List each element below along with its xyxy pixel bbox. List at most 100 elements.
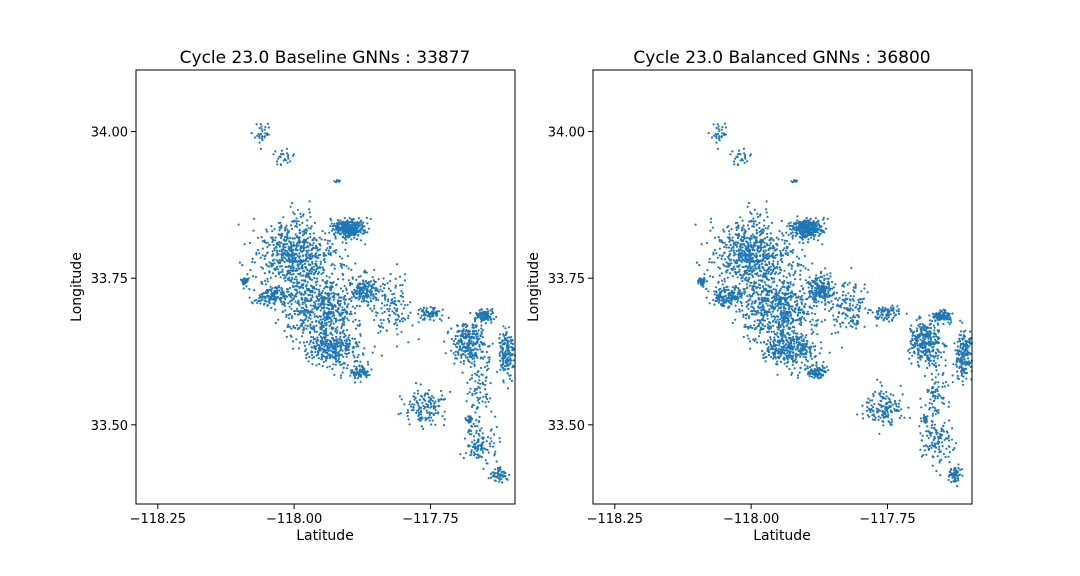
scatter-point bbox=[333, 346, 336, 349]
scatter-point bbox=[328, 276, 331, 279]
scatter-point bbox=[422, 306, 426, 309]
scatter-point bbox=[500, 347, 503, 350]
scatter-point bbox=[484, 388, 487, 391]
scatter-point bbox=[354, 230, 357, 233]
scatter-point bbox=[471, 441, 474, 444]
scatter-point bbox=[359, 231, 362, 234]
scatter-point bbox=[408, 403, 411, 406]
scatter-point bbox=[434, 412, 437, 415]
scatter-point bbox=[703, 273, 706, 276]
scatter-point bbox=[308, 263, 311, 266]
scatter-point bbox=[327, 349, 330, 352]
scatter-point bbox=[785, 324, 788, 327]
scatter-point bbox=[734, 273, 738, 276]
scatter-point bbox=[256, 236, 260, 239]
scatter-point bbox=[264, 132, 267, 135]
scatter-point bbox=[274, 150, 277, 153]
scatter-point bbox=[772, 260, 775, 263]
scatter-point bbox=[329, 225, 332, 228]
scatter-point bbox=[456, 350, 459, 353]
scatter-point bbox=[737, 241, 740, 244]
scatter-point bbox=[291, 259, 294, 262]
scatter-point bbox=[292, 266, 295, 269]
scatter-point bbox=[755, 341, 759, 344]
scatter-point bbox=[368, 281, 371, 284]
scatter-point bbox=[485, 369, 489, 372]
scatter-point bbox=[333, 228, 336, 231]
scatter-point bbox=[396, 263, 399, 266]
scatter-point bbox=[339, 376, 342, 379]
scatter-point bbox=[290, 269, 293, 272]
scatter-point bbox=[717, 236, 720, 239]
scatter-point bbox=[460, 354, 463, 357]
scatter-point bbox=[326, 315, 329, 318]
scatter-point bbox=[348, 228, 352, 231]
scatter-point bbox=[322, 329, 325, 332]
scatter-point bbox=[304, 350, 307, 353]
scatter-point bbox=[312, 341, 315, 344]
scatter-point bbox=[703, 276, 706, 279]
scatter-point bbox=[275, 254, 278, 257]
scatter-point bbox=[476, 316, 479, 319]
scatter-point bbox=[343, 284, 346, 288]
scatter-point bbox=[279, 276, 282, 279]
scatter-point bbox=[326, 366, 329, 369]
scatter-point bbox=[264, 126, 267, 129]
scatter-point bbox=[343, 339, 346, 342]
scatter-point bbox=[315, 324, 318, 327]
scatter-point bbox=[472, 422, 475, 426]
scatter-point bbox=[806, 234, 809, 238]
scatter-point bbox=[283, 260, 286, 264]
scatter-point bbox=[342, 311, 345, 314]
scatter-point bbox=[802, 230, 805, 233]
scatter-point bbox=[289, 241, 292, 244]
scatter-point bbox=[357, 234, 360, 237]
scatter-point bbox=[353, 289, 356, 292]
scatter-point bbox=[331, 367, 334, 371]
scatter-point bbox=[313, 344, 316, 348]
scatter-point bbox=[771, 262, 774, 265]
scatter-point bbox=[266, 280, 269, 283]
scatter-point bbox=[280, 241, 283, 244]
scatter-point bbox=[726, 276, 729, 279]
scatter-point bbox=[267, 133, 270, 136]
scatter-point bbox=[276, 286, 279, 289]
scatter-point bbox=[512, 359, 515, 362]
scatter-point bbox=[715, 141, 718, 144]
scatter-point bbox=[318, 320, 321, 323]
scatter-point bbox=[484, 376, 487, 379]
scatter-point bbox=[769, 268, 773, 271]
scatter-point bbox=[333, 342, 336, 345]
scatter-point bbox=[357, 222, 360, 225]
scatter-point bbox=[469, 454, 472, 457]
scatter-point bbox=[347, 221, 350, 225]
scatter-point bbox=[481, 329, 484, 332]
scatter-point bbox=[297, 260, 300, 263]
scatter-point bbox=[242, 287, 245, 290]
scatter-point bbox=[366, 296, 369, 299]
scatter-point bbox=[381, 290, 384, 293]
scatter-point bbox=[261, 267, 265, 270]
scatter-point bbox=[331, 242, 334, 246]
scatter-point bbox=[358, 369, 361, 372]
scatter-point bbox=[713, 293, 716, 296]
scatter-point bbox=[355, 238, 358, 241]
scatter-point bbox=[462, 323, 465, 326]
scatter-point bbox=[501, 340, 504, 343]
scatter-point bbox=[476, 338, 480, 341]
scatter-point bbox=[359, 380, 362, 383]
scatter-point bbox=[323, 257, 326, 260]
scatter-point bbox=[258, 294, 261, 297]
scatter-point bbox=[473, 454, 476, 457]
scatter-point bbox=[743, 161, 746, 164]
scatter-point bbox=[339, 262, 342, 265]
scatter-point bbox=[265, 228, 268, 231]
scatter-point bbox=[715, 135, 718, 138]
scatter-point bbox=[744, 157, 747, 160]
scatter-point bbox=[806, 225, 809, 229]
scatter-point bbox=[478, 434, 481, 437]
scatter-point bbox=[362, 368, 365, 371]
scatter-point bbox=[423, 317, 426, 320]
scatter-point bbox=[308, 343, 311, 346]
scatter-point bbox=[766, 339, 770, 342]
